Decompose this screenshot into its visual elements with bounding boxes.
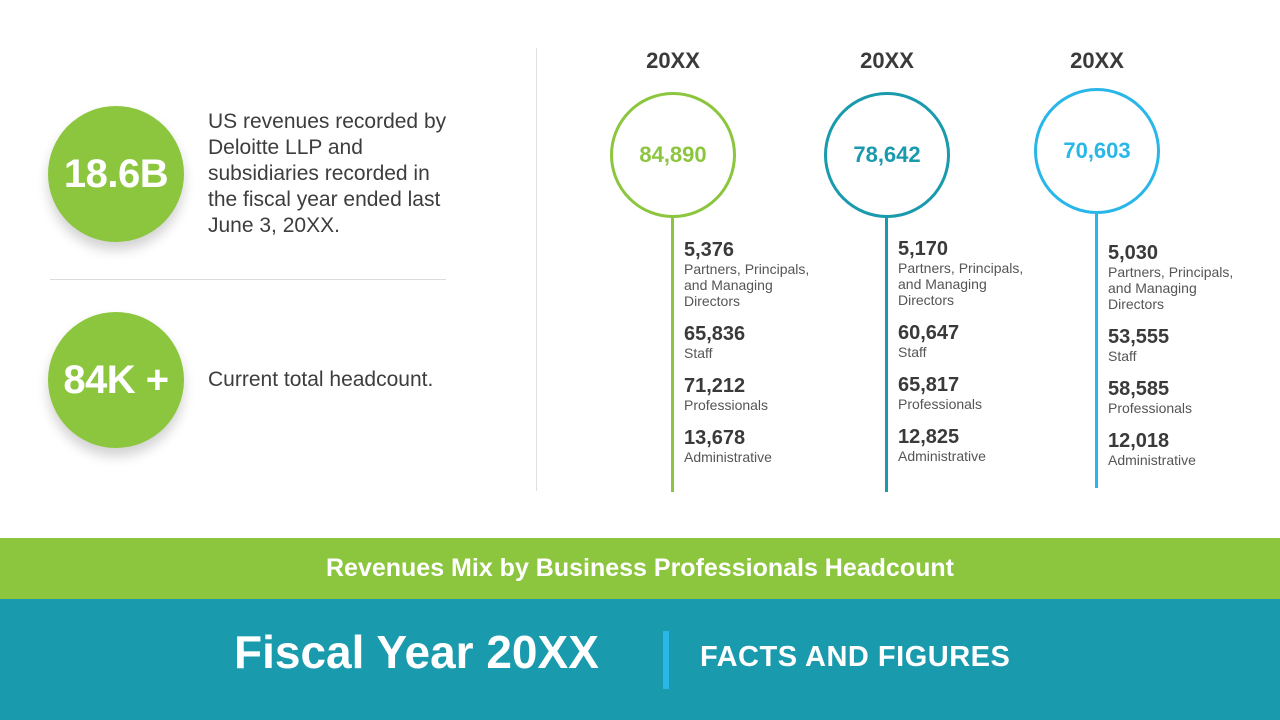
total-ring: 70,603 bbox=[1034, 88, 1160, 214]
year-label: 20XX bbox=[646, 48, 700, 73]
footer-subtitle: FACTS AND FIGURES bbox=[700, 641, 1011, 673]
stat-headcount-text: Current total headcount. bbox=[208, 368, 434, 391]
footer: Fiscal Year 20XX FACTS AND FIGURES bbox=[0, 599, 1280, 720]
timeline-stem bbox=[1095, 212, 1098, 488]
breakdown-label: Partners, Principals, and Managing Direc… bbox=[1108, 264, 1234, 312]
breakdown-item: 60,647 Staff bbox=[898, 322, 1038, 360]
banner: Revenues Mix by Business Professionals H… bbox=[0, 538, 1280, 599]
breakdown-label: Professionals bbox=[1108, 400, 1193, 416]
breakdown-label: Administrative bbox=[684, 449, 772, 465]
breakdown-value: 5,170 bbox=[898, 238, 949, 260]
total-ring: 78,642 bbox=[824, 92, 950, 218]
footer-title: Fiscal Year 20XX bbox=[234, 626, 599, 678]
breakdown-item: 53,555 Staff bbox=[1108, 326, 1248, 364]
left-divider bbox=[50, 279, 446, 280]
total-ring: 84,890 bbox=[610, 92, 736, 218]
breakdown-item: 12,825 Administrative bbox=[898, 426, 1038, 464]
breakdown-label: Administrative bbox=[898, 448, 986, 464]
stat-revenue-value: 18.6B bbox=[48, 106, 184, 242]
breakdown-item: 13,678 Administrative bbox=[684, 427, 824, 465]
stat-revenue-text: US revenues recorded by Deloitte LLP and… bbox=[208, 110, 447, 237]
breakdown-value: 65,836 bbox=[684, 323, 746, 345]
breakdown-list: 5,376 Partners, Principals, and Managing… bbox=[684, 239, 824, 479]
timeline-stem bbox=[671, 216, 674, 492]
breakdown-list: 5,170 Partners, Principals, and Managing… bbox=[898, 238, 1038, 478]
breakdown-value: 60,647 bbox=[898, 322, 960, 344]
breakdown-item: 5,170 Partners, Principals, and Managing… bbox=[898, 238, 1038, 308]
breakdown-item: 12,018 Administrative bbox=[1108, 430, 1248, 468]
breakdown-item: 5,030 Partners, Principals, and Managing… bbox=[1108, 242, 1248, 312]
breakdown-value: 71,212 bbox=[684, 375, 746, 397]
breakdown-label: Partners, Principals, and Managing Direc… bbox=[898, 260, 1024, 308]
breakdown-item: 5,376 Partners, Principals, and Managing… bbox=[684, 239, 824, 309]
stat-headcount-value: 84K + bbox=[48, 312, 184, 448]
breakdown-list: 5,030 Partners, Principals, and Managing… bbox=[1108, 242, 1248, 482]
breakdown-label: Partners, Principals, and Managing Direc… bbox=[684, 261, 810, 309]
vertical-divider bbox=[536, 48, 537, 491]
breakdown-label: Professionals bbox=[684, 397, 769, 413]
breakdown-value: 5,030 bbox=[1108, 242, 1159, 264]
year-label: 20XX bbox=[860, 48, 914, 73]
breakdown-value: 12,825 bbox=[898, 426, 960, 448]
breakdown-value: 13,678 bbox=[684, 427, 746, 449]
breakdown-label: Staff bbox=[1108, 348, 1137, 364]
breakdown-value: 5,376 bbox=[684, 239, 735, 261]
breakdown-item: 65,817 Professionals bbox=[898, 374, 1038, 412]
breakdown-item: 71,212 Professionals bbox=[684, 375, 824, 413]
breakdown-value: 53,555 bbox=[1108, 326, 1170, 348]
breakdown-value: 65,817 bbox=[898, 374, 960, 396]
timeline-stem bbox=[885, 216, 888, 492]
breakdown-value: 12,018 bbox=[1108, 430, 1170, 452]
breakdown-label: Staff bbox=[684, 345, 713, 361]
breakdown-item: 65,836 Staff bbox=[684, 323, 824, 361]
stat-revenue: 18.6B US revenues recorded by Deloitte L… bbox=[48, 106, 458, 242]
breakdown-value: 58,585 bbox=[1108, 378, 1170, 400]
breakdown-label: Staff bbox=[898, 344, 927, 360]
year-label: 20XX bbox=[1070, 48, 1124, 73]
footer-divider bbox=[663, 631, 669, 689]
breakdown-label: Administrative bbox=[1108, 452, 1196, 468]
breakdown-item: 58,585 Professionals bbox=[1108, 378, 1248, 416]
stat-headcount: 84K + Current total headcount. bbox=[48, 312, 458, 448]
breakdown-label: Professionals bbox=[898, 396, 983, 412]
